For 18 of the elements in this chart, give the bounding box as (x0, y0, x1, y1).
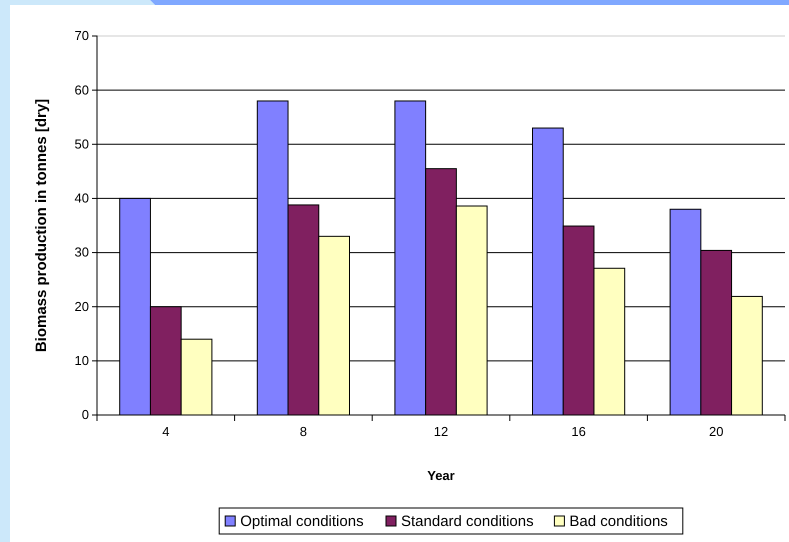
x-tick-label: 12 (434, 424, 448, 440)
y-tick-label: 70 (74, 28, 89, 44)
y-tick-label: 20 (74, 298, 89, 314)
x-tick-label: 8 (300, 424, 308, 440)
y-tick-label: 50 (74, 136, 89, 152)
legend-label: Standard conditions (401, 513, 534, 530)
x-tick-label: 16 (571, 424, 586, 440)
y-axis-title: Biomass production in tonnes [dry] (33, 98, 50, 352)
x-axis-title: Year (427, 468, 455, 483)
y-tick-label: 40 (74, 190, 89, 206)
legend-label: Optimal conditions (240, 513, 364, 530)
y-tick-label: 60 (74, 82, 89, 98)
x-tick-label: 4 (162, 424, 170, 440)
y-tick-label: 30 (74, 244, 89, 260)
y-tick-label: 10 (74, 353, 89, 368)
legend-label: Bad conditions (569, 513, 668, 530)
x-tick-label: 20 (708, 424, 724, 440)
y-tick-label: 0 (82, 407, 89, 422)
